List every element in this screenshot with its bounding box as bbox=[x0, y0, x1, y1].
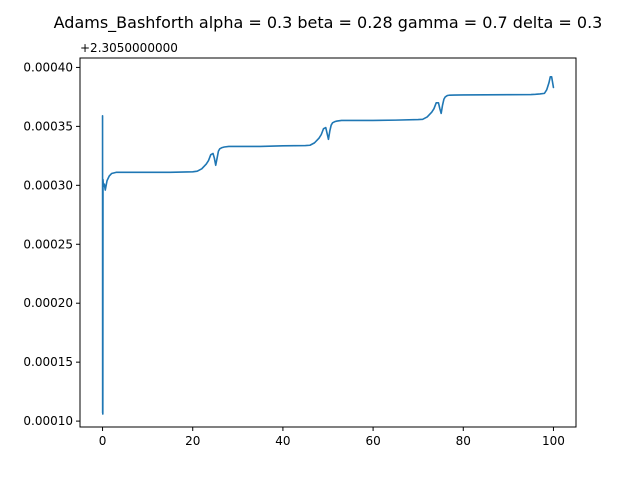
y-tick-label: 0.00035 bbox=[23, 119, 73, 133]
y-tick-label: 0.00020 bbox=[23, 296, 73, 310]
x-tick-label: 20 bbox=[185, 434, 200, 448]
x-axis-ticks: 0 20 40 60 80 100 bbox=[99, 427, 565, 448]
x-tick-label: 0 bbox=[99, 434, 107, 448]
axes-frame bbox=[79, 57, 577, 428]
x-tick-label: 80 bbox=[456, 434, 471, 448]
y-tick-label: 0.00025 bbox=[23, 237, 73, 251]
x-tick-label: 40 bbox=[275, 434, 290, 448]
x-tick-label: 100 bbox=[542, 434, 565, 448]
y-axis-ticks: 0.00010 0.00015 0.00020 0.00025 0.00030 0.000… bbox=[23, 60, 80, 428]
y-tick-label: 0.00015 bbox=[23, 355, 73, 369]
x-tick-label: 60 bbox=[365, 434, 380, 448]
y-offset-label: +2.3050000000 bbox=[80, 41, 178, 55]
y-tick-label: 0.00040 bbox=[23, 60, 73, 74]
y-tick-label: 0.00010 bbox=[23, 414, 73, 428]
chart-title: Adams_Bashforth alpha = 0.3 beta = 0.28 … bbox=[54, 13, 603, 33]
plot-area bbox=[101, 76, 555, 415]
y-tick-label: 0.00030 bbox=[23, 178, 73, 192]
series-line bbox=[101, 76, 555, 415]
